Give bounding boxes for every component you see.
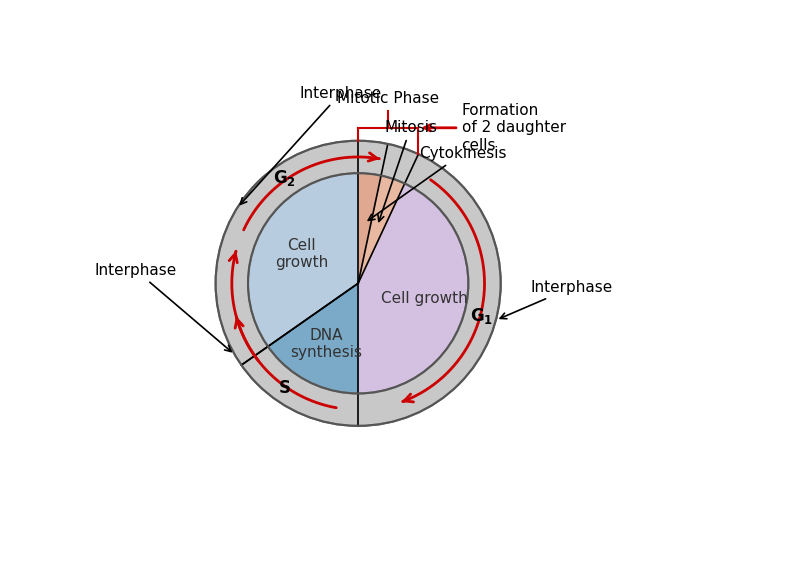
Text: Interphase: Interphase bbox=[500, 280, 614, 319]
Wedge shape bbox=[268, 283, 358, 393]
Text: $\mathbf{G_2}$: $\mathbf{G_2}$ bbox=[274, 168, 296, 188]
Wedge shape bbox=[358, 173, 405, 283]
Text: Interphase: Interphase bbox=[94, 263, 231, 352]
Text: Cell growth: Cell growth bbox=[382, 291, 468, 306]
Wedge shape bbox=[248, 173, 358, 347]
Circle shape bbox=[248, 173, 468, 393]
Wedge shape bbox=[358, 173, 381, 283]
Text: Mitosis: Mitosis bbox=[378, 120, 437, 222]
Text: Formation
of 2 daughter
cells: Formation of 2 daughter cells bbox=[424, 103, 566, 153]
Text: $\mathbf{G_1}$: $\mathbf{G_1}$ bbox=[470, 306, 494, 327]
Text: Mitotic Phase: Mitotic Phase bbox=[338, 91, 439, 106]
Text: Interphase: Interphase bbox=[240, 86, 382, 204]
Text: DNA
synthesis: DNA synthesis bbox=[290, 328, 362, 360]
Text: Cytokinesis: Cytokinesis bbox=[368, 146, 506, 220]
Text: Cell
growth: Cell growth bbox=[275, 238, 328, 270]
Circle shape bbox=[216, 141, 501, 426]
Text: $\mathbf{S}$: $\mathbf{S}$ bbox=[278, 379, 291, 397]
Wedge shape bbox=[358, 183, 468, 393]
